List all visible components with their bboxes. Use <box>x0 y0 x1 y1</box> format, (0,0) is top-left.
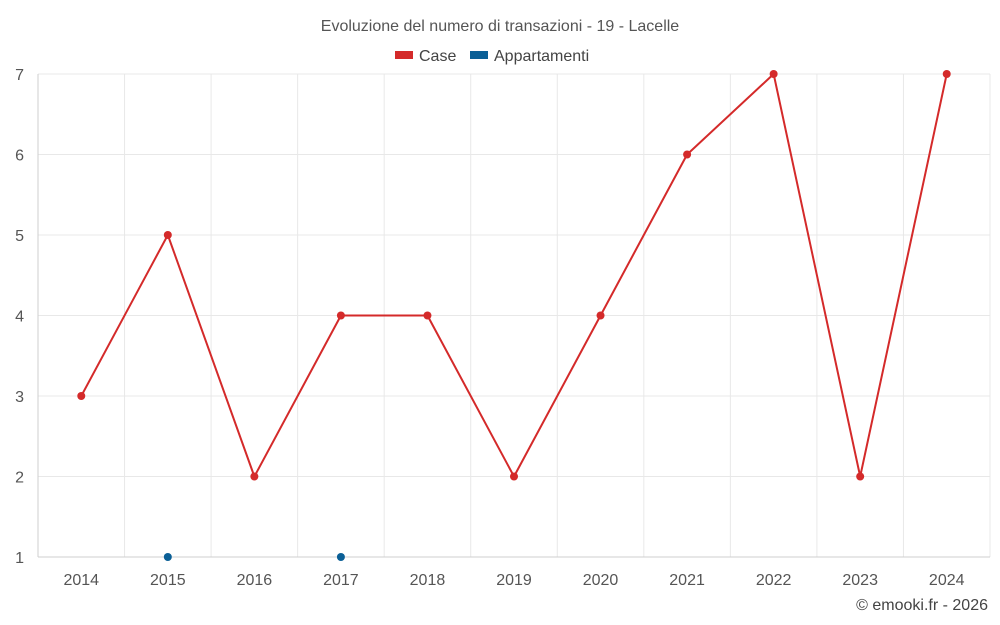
x-tick-label: 2020 <box>583 572 619 589</box>
legend-label-case: Case <box>419 48 456 65</box>
y-tick-label: 5 <box>15 228 24 245</box>
y-tick-label: 3 <box>15 389 24 406</box>
data-point-case[interactable] <box>769 70 778 78</box>
x-tick-label: 2023 <box>842 572 878 589</box>
x-axis-ticks: 2014 2015 2016 2017 2018 2019 2020 2021 2022 2023… <box>63 572 964 589</box>
y-tick-label: 1 <box>15 550 24 567</box>
data-point-case[interactable] <box>856 472 865 481</box>
series-case <box>77 70 951 481</box>
y-tick-label: 4 <box>15 309 24 326</box>
legend-item-appartamenti[interactable]: Appartamenti <box>470 48 589 65</box>
legend-swatch-case <box>395 51 413 59</box>
legend-item-case[interactable]: Case <box>395 48 456 65</box>
y-axis-ticks: 1 2 3 4 5 6 7 <box>15 67 24 567</box>
x-tick-label: 2024 <box>929 572 965 589</box>
data-point-case[interactable] <box>423 311 432 320</box>
data-point-case[interactable] <box>163 231 172 239</box>
y-tick-label: 7 <box>15 67 24 84</box>
x-tick-label: 2018 <box>410 572 446 589</box>
x-tick-label: 2014 <box>63 572 99 589</box>
data-point-case[interactable] <box>683 150 692 159</box>
data-point-case[interactable] <box>510 472 518 481</box>
data-point-appartamenti[interactable] <box>336 553 345 561</box>
legend-label-appartamenti: Appartamenti <box>494 48 589 65</box>
data-point-case[interactable] <box>942 70 951 78</box>
axes <box>37 74 990 558</box>
x-tick-label: 2016 <box>237 572 273 589</box>
credit-text: © emooki.fr - 2026 <box>856 597 988 614</box>
grid <box>37 73 991 558</box>
x-tick-label: 2019 <box>496 572 532 589</box>
series-appartamenti <box>163 553 345 561</box>
x-tick-label: 2015 <box>150 572 186 589</box>
data-point-case[interactable] <box>77 392 86 400</box>
data-point-appartamenti[interactable] <box>163 553 172 561</box>
x-tick-label: 2021 <box>669 572 705 589</box>
legend: Case Appartamenti <box>395 48 589 65</box>
legend-swatch-appartamenti <box>470 51 488 59</box>
x-tick-label: 2017 <box>323 572 359 589</box>
data-point-case[interactable] <box>336 311 345 320</box>
y-tick-label: 2 <box>15 470 24 487</box>
series-layer <box>77 70 951 561</box>
data-point-case[interactable] <box>596 311 605 320</box>
y-tick-label: 6 <box>15 148 24 165</box>
data-point-case[interactable] <box>250 472 259 481</box>
chart-title: Evoluzione del numero di transazioni - 1… <box>321 18 680 35</box>
x-tick-label: 2022 <box>756 572 792 589</box>
